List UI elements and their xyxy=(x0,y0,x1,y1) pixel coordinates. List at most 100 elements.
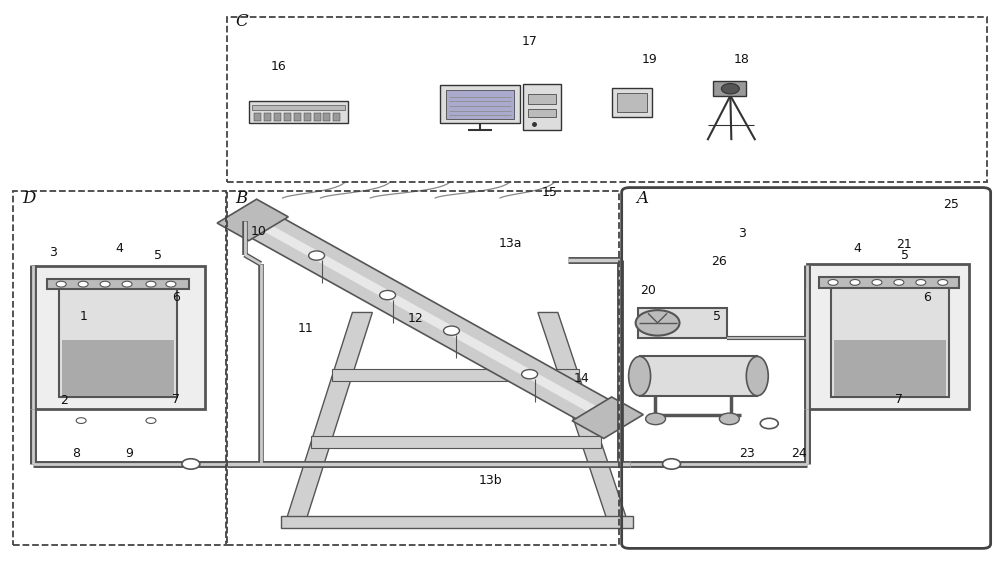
Bar xyxy=(528,109,556,117)
Text: 23: 23 xyxy=(739,447,755,460)
Bar xyxy=(13,191,226,545)
Text: 11: 11 xyxy=(298,322,313,335)
Circle shape xyxy=(894,279,904,285)
Circle shape xyxy=(78,281,88,287)
Text: 2: 2 xyxy=(60,394,68,407)
Bar xyxy=(249,101,348,123)
Text: C: C xyxy=(236,13,248,30)
Polygon shape xyxy=(237,210,624,428)
Text: 15: 15 xyxy=(542,186,558,199)
Bar xyxy=(227,17,987,182)
Text: 6: 6 xyxy=(172,291,180,304)
Circle shape xyxy=(100,281,110,287)
Bar xyxy=(831,285,949,397)
Polygon shape xyxy=(286,313,372,522)
Circle shape xyxy=(122,281,132,287)
Circle shape xyxy=(850,279,860,285)
Text: A: A xyxy=(637,189,649,207)
Bar xyxy=(523,84,561,130)
Bar xyxy=(284,113,291,120)
Bar xyxy=(47,279,189,289)
Bar xyxy=(59,286,177,397)
Bar xyxy=(33,266,205,409)
Text: 14: 14 xyxy=(574,372,590,385)
Circle shape xyxy=(146,281,156,287)
Bar xyxy=(323,113,330,120)
Circle shape xyxy=(380,290,396,300)
Bar xyxy=(62,340,174,396)
Circle shape xyxy=(719,413,739,425)
Circle shape xyxy=(56,281,66,287)
Text: 25: 25 xyxy=(943,199,959,211)
Text: 8: 8 xyxy=(72,447,80,460)
Text: B: B xyxy=(236,189,248,207)
Circle shape xyxy=(522,370,538,379)
Bar xyxy=(252,106,345,110)
Bar xyxy=(446,90,514,119)
Bar xyxy=(617,93,647,112)
Bar xyxy=(227,191,619,545)
Circle shape xyxy=(309,251,325,260)
Bar xyxy=(528,94,556,105)
Bar xyxy=(440,85,520,123)
Bar xyxy=(314,113,320,120)
Circle shape xyxy=(444,326,459,335)
Polygon shape xyxy=(538,313,628,522)
Text: 7: 7 xyxy=(172,393,180,406)
Circle shape xyxy=(760,418,778,429)
Text: 17: 17 xyxy=(522,35,538,48)
Text: 9: 9 xyxy=(125,447,133,460)
Text: 7: 7 xyxy=(895,393,903,406)
Text: 24: 24 xyxy=(791,447,807,460)
Text: 13a: 13a xyxy=(498,236,522,250)
Bar xyxy=(819,277,959,288)
Bar xyxy=(713,81,746,96)
Text: 3: 3 xyxy=(49,246,57,259)
Text: 13b: 13b xyxy=(478,474,502,487)
Polygon shape xyxy=(311,436,601,448)
Bar xyxy=(304,113,311,120)
Bar xyxy=(274,113,281,120)
Circle shape xyxy=(721,84,739,94)
Ellipse shape xyxy=(746,356,768,396)
Circle shape xyxy=(872,279,882,285)
Text: 6: 6 xyxy=(923,291,931,304)
Bar xyxy=(640,356,757,396)
Polygon shape xyxy=(281,516,633,528)
Text: 5: 5 xyxy=(901,249,909,262)
Bar xyxy=(612,88,652,117)
Text: 4: 4 xyxy=(115,242,123,256)
Ellipse shape xyxy=(629,356,651,396)
Bar xyxy=(264,113,271,120)
Bar xyxy=(807,264,969,409)
Text: 12: 12 xyxy=(407,312,423,325)
Text: 19: 19 xyxy=(642,53,657,66)
Text: 26: 26 xyxy=(712,255,727,268)
Polygon shape xyxy=(332,370,579,381)
Circle shape xyxy=(938,279,948,285)
Bar xyxy=(254,113,261,120)
Text: 10: 10 xyxy=(251,225,267,238)
Circle shape xyxy=(636,310,680,336)
Bar xyxy=(638,308,727,338)
Circle shape xyxy=(916,279,926,285)
Text: 16: 16 xyxy=(271,60,286,73)
Bar xyxy=(294,113,301,120)
Circle shape xyxy=(76,418,86,424)
Bar xyxy=(834,340,946,396)
Text: 5: 5 xyxy=(154,249,162,262)
Circle shape xyxy=(166,281,176,287)
Text: D: D xyxy=(22,189,36,207)
Text: 5: 5 xyxy=(713,310,721,323)
Circle shape xyxy=(146,418,156,424)
Circle shape xyxy=(646,413,666,425)
Text: 1: 1 xyxy=(79,310,87,323)
Text: 18: 18 xyxy=(733,53,749,66)
Circle shape xyxy=(182,459,200,469)
Text: 3: 3 xyxy=(738,227,746,241)
Text: 20: 20 xyxy=(640,284,656,297)
Polygon shape xyxy=(217,199,288,241)
Bar xyxy=(333,113,340,120)
Polygon shape xyxy=(248,217,612,421)
Text: 21: 21 xyxy=(896,238,912,251)
